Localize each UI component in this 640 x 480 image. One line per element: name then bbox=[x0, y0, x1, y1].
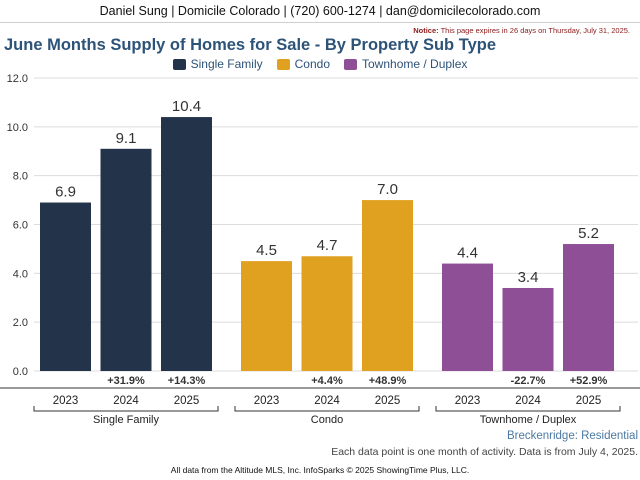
bar-2-1 bbox=[502, 287, 554, 371]
chart-legend: Single Family Condo Townhome / Duplex bbox=[0, 57, 640, 71]
bar-chart: 0.0 2.0 4.0 6.0 8.0 10.0 12.0 6.9 2023 9.1 +31.9% 2… bbox=[0, 73, 640, 426]
change-label-2-1: -22.7% bbox=[511, 375, 546, 387]
change-label-0-1: +31.9% bbox=[107, 375, 145, 387]
y-tick-label-0: 0.0 bbox=[13, 366, 28, 378]
bar-2-0 bbox=[442, 263, 493, 371]
group-bracket-1 bbox=[234, 406, 420, 412]
bar-0-1 bbox=[100, 148, 152, 371]
expiry-notice: Notice: This page expires in 26 days on … bbox=[413, 26, 630, 35]
change-label-2-2: +52.9% bbox=[570, 375, 608, 387]
bar-2-2 bbox=[563, 244, 614, 371]
legend-label-1: Condo bbox=[294, 57, 330, 71]
data-note: Each data point is one month of activity… bbox=[331, 446, 638, 458]
group-bracket-0 bbox=[33, 406, 219, 412]
legend-item-1: Condo bbox=[276, 57, 330, 71]
change-label-0-2: +14.3% bbox=[168, 375, 206, 387]
value-label-0-1: 9.1 bbox=[116, 130, 137, 147]
bar-0-2 bbox=[161, 117, 212, 371]
data-source: All data from the Altitude MLS, Inc. Inf… bbox=[170, 465, 470, 475]
bar-1-1 bbox=[301, 256, 353, 371]
group-bracket-2 bbox=[435, 406, 621, 412]
group-label-2: Townhome / Duplex bbox=[480, 414, 577, 426]
legend-label-2: Townhome / Duplex bbox=[362, 57, 468, 71]
value-label-1-0: 4.5 bbox=[256, 242, 277, 259]
year-label-1-1: 2024 bbox=[314, 395, 340, 407]
value-label-2-2: 5.2 bbox=[578, 225, 599, 242]
bar-1-0 bbox=[241, 261, 292, 371]
y-tick-label-6: 12.0 bbox=[7, 73, 28, 85]
y-tick-label-5: 10.0 bbox=[7, 122, 28, 134]
chart-title: June Months Supply of Homes for Sale - B… bbox=[4, 36, 497, 54]
market-location: Breckenridge: Residential bbox=[506, 430, 638, 442]
year-label-0-2: 2025 bbox=[174, 395, 200, 407]
legend-item-2: Townhome / Duplex bbox=[344, 57, 467, 71]
value-label-1-2: 7.0 bbox=[377, 181, 398, 198]
year-label-0-1: 2024 bbox=[113, 395, 139, 407]
bar-1-2 bbox=[362, 200, 413, 371]
legend-label-0: Single Family bbox=[190, 57, 263, 71]
year-label-2-1: 2024 bbox=[515, 395, 541, 407]
legend-swatch-1 bbox=[276, 58, 290, 70]
year-label-0-0: 2023 bbox=[53, 395, 79, 407]
group-label-0: Single Family bbox=[93, 414, 160, 426]
y-tick-label-2: 4.0 bbox=[13, 268, 28, 280]
legend-swatch-2 bbox=[344, 58, 357, 70]
change-label-1-1: +4.4% bbox=[311, 375, 343, 387]
bar-0-0 bbox=[40, 202, 91, 371]
value-label-1-1: 4.7 bbox=[317, 237, 338, 254]
y-tick-label-3: 6.0 bbox=[13, 220, 28, 232]
y-tick-label-1: 2.0 bbox=[13, 317, 28, 329]
year-label-2-2: 2025 bbox=[576, 395, 602, 407]
legend-swatch-0 bbox=[172, 58, 186, 70]
year-label-2-0: 2023 bbox=[455, 395, 481, 407]
agent-contact-bar: Daniel Sung | Domicile Colorado | (720) … bbox=[0, 0, 640, 23]
value-label-2-0: 4.4 bbox=[457, 245, 478, 262]
year-label-1-2: 2025 bbox=[375, 395, 401, 407]
value-label-0-0: 6.9 bbox=[55, 184, 76, 201]
value-label-2-1: 3.4 bbox=[518, 269, 539, 286]
agent-contact-text: Daniel Sung | Domicile Colorado | (720) … bbox=[99, 4, 541, 18]
notice-label: Notice: bbox=[413, 26, 439, 35]
y-tick-label-4: 8.0 bbox=[13, 171, 28, 183]
group-label-1: Condo bbox=[311, 414, 343, 426]
change-label-1-2: +48.9% bbox=[369, 375, 407, 387]
legend-item-0: Single Family bbox=[172, 57, 263, 71]
value-label-0-2: 10.4 bbox=[172, 98, 201, 115]
notice-text: This page expires in 26 days on Thursday… bbox=[440, 26, 630, 35]
year-label-1-0: 2023 bbox=[254, 395, 280, 407]
